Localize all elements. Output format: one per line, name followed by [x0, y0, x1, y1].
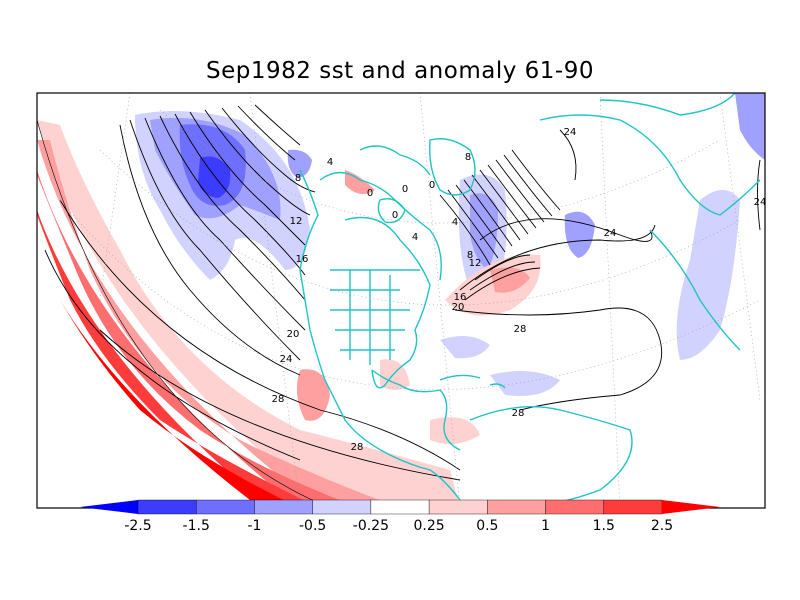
- contour-label: 12: [469, 258, 482, 269]
- contour-label: 4: [452, 217, 458, 228]
- colorbar-label: 2.5: [651, 518, 673, 534]
- coast-arctic-islands: [359, 145, 431, 176]
- contour-label: 16: [454, 292, 467, 303]
- sst-contours: [44, 104, 761, 481]
- coast-africa: [649, 229, 741, 351]
- contour-label: 0: [402, 184, 408, 195]
- contour-label: 28: [272, 394, 285, 405]
- contour-label: 20: [287, 329, 300, 340]
- map-field: [37, 93, 765, 508]
- projection-edge: [37, 119, 331, 508]
- colorbar-arrow-right: [662, 500, 720, 514]
- contour-label: 24: [564, 127, 577, 138]
- colorbar-label: 0.25: [414, 518, 445, 534]
- colorbar-label: -1.5: [183, 518, 210, 534]
- cold-anomaly-tropical-atlantic: [490, 371, 560, 396]
- map-title: Sep1982 sst and anomaly 61-90: [206, 58, 594, 84]
- contour-label: 24: [280, 354, 293, 365]
- contour-label: 8: [295, 173, 301, 184]
- contour-label: 4: [412, 232, 418, 243]
- contour-label: 28: [514, 324, 527, 335]
- colorbar: -2.5 -1.5 -1 -0.5 -0.25 0.25 0.5 1 1.5 2.5: [80, 499, 720, 534]
- us-states-grid: [330, 269, 420, 365]
- colorbar-label: -1: [247, 518, 261, 534]
- colorbar-label: -0.25: [353, 518, 389, 534]
- contour-label: 4: [327, 157, 333, 168]
- contour-label: 0: [392, 210, 398, 221]
- cold-anomaly-caribbean: [440, 336, 490, 359]
- colorbar-label: 1.5: [593, 518, 615, 534]
- colorbar-swatch: [312, 499, 372, 515]
- contour-label: 0: [429, 180, 435, 191]
- contour-label: 28: [512, 408, 525, 419]
- contour-label: 8: [467, 250, 473, 261]
- coastlines: [299, 93, 761, 508]
- colorbar-label: -0.5: [299, 518, 326, 534]
- coast-greenland: [429, 138, 476, 196]
- coast-east-us: [344, 216, 431, 389]
- caribbean-islands: [439, 374, 506, 389]
- contour-label: 12: [290, 216, 303, 227]
- colorbar-swatch: [603, 499, 663, 515]
- warm-anomaly-caribbean: [430, 417, 480, 444]
- contour-label: 24: [754, 197, 767, 208]
- cold-anomaly-north-pacific-center: [198, 156, 231, 198]
- contour-label: 24: [604, 228, 617, 239]
- colorbar-swatch: [370, 499, 430, 515]
- contour-label: 0: [367, 188, 373, 199]
- coast-gulf: [371, 369, 461, 451]
- contour-label: 20: [452, 302, 465, 313]
- coast-south-america: [469, 406, 633, 508]
- anomaly-band-light: [37, 120, 460, 508]
- contour-label: 28: [351, 442, 364, 453]
- coast-europe: [539, 114, 761, 216]
- colorbar-swatch: [428, 499, 488, 515]
- hudson-bay: [377, 198, 406, 224]
- cold-anomaly-east-atlantic: [676, 190, 740, 360]
- colorbar-swatch: [254, 499, 313, 515]
- colorbar-swatch: [545, 499, 604, 515]
- cold-anomaly-atlantic: [564, 211, 595, 258]
- colorbar-swatch: [196, 499, 255, 515]
- cold-anomaly-arctic: [735, 93, 765, 160]
- colorbar-swatch: [137, 499, 197, 515]
- colorbar-swatch: [487, 499, 546, 515]
- coast-north-america: [299, 169, 461, 501]
- warm-anomaly-baja: [296, 369, 330, 421]
- coast-scandinavia: [599, 93, 736, 116]
- colorbar-label: -2.5: [124, 518, 151, 534]
- colorbar-arrow-left: [80, 500, 138, 514]
- graticule: [59, 93, 761, 508]
- warm-anomaly-gulf-stream-core: [490, 267, 530, 293]
- cold-anomaly-alaska: [287, 149, 312, 178]
- colorbar-label: 1: [541, 518, 550, 534]
- colorbar-label: 0.5: [476, 518, 498, 534]
- contour-label: 8: [465, 152, 471, 163]
- contour-label: 16: [296, 254, 309, 265]
